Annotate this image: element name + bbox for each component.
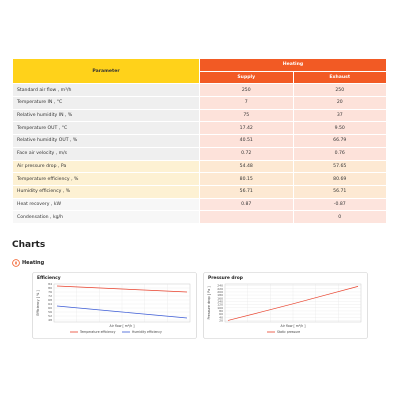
cell-value: 80.69: [292, 172, 387, 186]
y-tick-label: 200: [217, 290, 223, 294]
cell-value: 0: [292, 210, 387, 224]
section-subtitle: Heating: [22, 260, 45, 266]
y-tick-label: 56: [48, 310, 52, 314]
chart-title: Efficiency: [37, 275, 61, 281]
heating-header: Heating: [199, 58, 387, 72]
y-tick-label: 48: [48, 318, 52, 322]
y-tick-label: 120: [217, 303, 223, 307]
cell-value: 40.51: [199, 134, 294, 148]
y-tick-label: 80: [219, 309, 223, 313]
y-tick-label: 20: [219, 318, 223, 322]
legend-label: Humidity efficiency: [132, 330, 162, 334]
cell-value: 66.79: [292, 134, 387, 148]
row-label: Temperature IN , °C: [12, 96, 200, 110]
y-tick-label: 180: [217, 293, 223, 297]
table-row: Air pressure drop , Pa 54.48 57.65: [12, 159, 387, 174]
row-label: Temperature OUT , °C: [12, 121, 200, 136]
heating-icon: [12, 259, 20, 267]
legend-label: Temperature efficiency: [79, 330, 116, 334]
cell-value: 56.71: [292, 184, 387, 199]
y-tick-label: 52: [48, 314, 52, 318]
y-tick-label: 140: [217, 299, 223, 303]
chart-title: Pressure drop: [208, 275, 243, 281]
cell-value: 56.71: [199, 184, 294, 199]
parameter-header: Parameter: [12, 57, 200, 85]
y-axis-label: Efficiency [ % ]: [36, 290, 40, 316]
y-tick-label: 60: [219, 312, 223, 316]
cell-value: 7: [199, 96, 294, 110]
section-title: Charts: [12, 240, 46, 250]
line: [56, 285, 188, 293]
column-header: Exhaust: [292, 70, 387, 85]
cell-value: 9.50: [292, 121, 387, 136]
y-tick-label: 100: [217, 306, 223, 310]
cell-value: 20: [292, 96, 387, 110]
y-tick-label: 240: [217, 284, 223, 288]
line: [227, 286, 359, 321]
y-tick-label: 84: [48, 282, 52, 286]
legend-label: Static pressure: [277, 330, 300, 334]
cell-value: 54.48: [199, 159, 294, 174]
chart-card: Pressure drop Pressure drop [ Pa ] 2040608…: [203, 272, 368, 339]
cell-value: 0.76: [292, 146, 387, 161]
row-label: Face air velocity , m/s: [12, 146, 200, 161]
row-label: Relative humidity IN , %: [12, 108, 200, 123]
results-table: Parameter Heating Supply Exhaust Standar…: [12, 57, 387, 224]
table-row: Temperature IN , °C 7 20: [12, 96, 387, 110]
table-row: Condensation , kg/h 0: [12, 210, 387, 224]
cell-value: 0.87: [199, 197, 294, 212]
table-row: Heat recovery , kW 0.87 -0.87: [12, 197, 387, 212]
row-label: Temperature efficiency , %: [12, 172, 200, 186]
cell-value: 250: [292, 83, 387, 98]
y-tick-label: 160: [217, 296, 223, 300]
cell-value: 17.42: [199, 121, 294, 136]
cell-value: [199, 210, 294, 224]
table-row: Relative humidity OUT , % 40.51 66.79: [12, 134, 387, 148]
y-tick-label: 220: [217, 287, 223, 291]
x-axis-label: Air flow [ m³/h ]: [281, 324, 306, 328]
row-label: Condensation , kg/h: [12, 210, 200, 224]
y-tick-label: 76: [48, 290, 52, 294]
x-axis-label: Air flow [ m³/h ]: [110, 324, 135, 328]
chart-card: Efficiency Efficiency [ % ] 48525660646872…: [32, 272, 197, 339]
row-label: Air pressure drop , Pa: [12, 159, 200, 174]
row-label: Heat recovery , kW: [12, 197, 200, 212]
cell-value: 80.15: [199, 172, 294, 186]
cell-value: 37: [292, 108, 387, 123]
table-row: Temperature OUT , °C 17.42 9.50: [12, 121, 387, 136]
y-axis-label: Pressure drop [ Pa ]: [207, 286, 211, 320]
y-tick-label: 68: [48, 298, 52, 302]
cell-value: 250: [199, 83, 294, 98]
y-tick-label: 60: [48, 306, 52, 310]
y-tick-label: 80: [48, 286, 52, 290]
row-label: Humidity efficiency , %: [12, 184, 200, 199]
row-label: Standard air flow , m³/h: [12, 83, 200, 98]
row-label: Relative humidity OUT , %: [12, 134, 200, 148]
table-row: Relative humidity IN , % 75 37: [12, 108, 387, 123]
cell-value: -0.87: [292, 197, 387, 212]
table-row: Face air velocity , m/s 0.72 0.76: [12, 146, 387, 161]
line: [56, 305, 188, 319]
column-header: Supply: [199, 70, 294, 85]
y-tick-label: 64: [48, 302, 52, 306]
table-row: Humidity efficiency , % 56.71 56.71: [12, 184, 387, 199]
table-row: Standard air flow , m³/h 250 250: [12, 83, 387, 98]
y-tick-label: 40: [219, 315, 223, 319]
cell-value: 57.65: [292, 159, 387, 174]
cell-value: 75: [199, 108, 294, 123]
cell-value: 0.72: [199, 146, 294, 161]
y-tick-label: 72: [48, 294, 52, 298]
table-row: Temperature efficiency , % 80.15 80.69: [12, 172, 387, 186]
